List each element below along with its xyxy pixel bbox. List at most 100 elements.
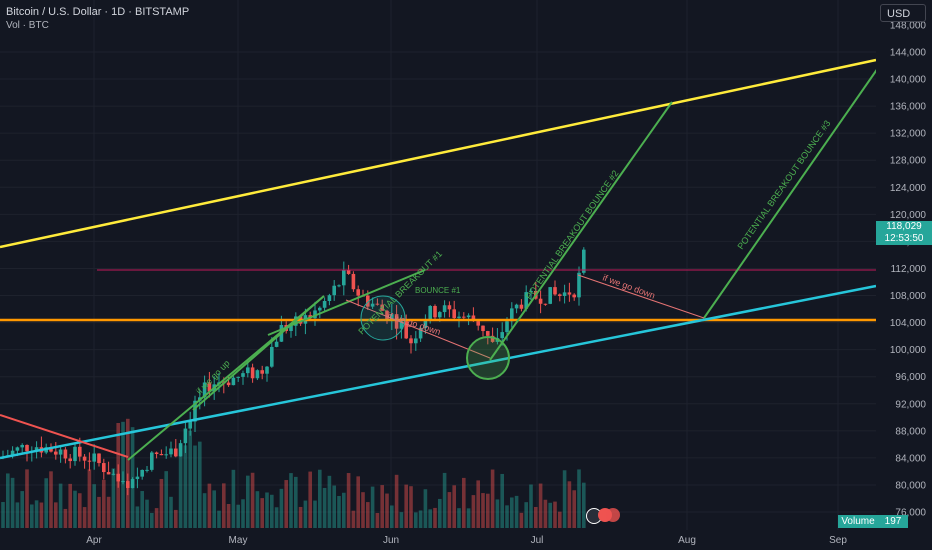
candle-body <box>409 338 413 344</box>
volume-bar <box>543 499 548 528</box>
time-axis: Apr May Jun Jul Aug Sep <box>0 530 876 550</box>
bounce-circle-2 <box>466 336 510 380</box>
x-tick-label: Jun <box>383 535 399 546</box>
volume-bar <box>428 509 432 528</box>
candle-body <box>510 308 514 322</box>
green-breakout-2-line <box>489 101 673 361</box>
volume-bar <box>534 506 538 528</box>
candle-body <box>471 315 476 322</box>
volume-bar <box>255 491 260 528</box>
x-tick-label: Apr <box>86 535 102 546</box>
candle-body <box>49 447 53 452</box>
candle-body <box>68 458 72 462</box>
price-axis: 144,000 140,000 136,000 132,000 128,000 124,0… <box>876 0 932 550</box>
candle-body <box>318 307 322 311</box>
candle-body <box>121 481 125 483</box>
candle-body <box>193 400 197 422</box>
volume-bar <box>68 483 72 528</box>
y-tick-label: 128,000 <box>890 156 927 167</box>
candle-body <box>490 335 495 342</box>
x-tick-label: May <box>229 535 248 546</box>
volume-bar <box>538 483 543 528</box>
candle-body <box>356 289 360 296</box>
candle-body <box>73 446 77 462</box>
candle-body <box>126 481 130 488</box>
volume-bar <box>457 508 461 528</box>
volume-bar <box>361 492 365 528</box>
volume-bar <box>246 475 250 528</box>
volume-bar <box>390 505 394 528</box>
volume-bar <box>30 504 34 528</box>
candle-body <box>140 469 144 477</box>
candle-body <box>20 444 24 448</box>
candle-body <box>414 338 418 344</box>
volume-bar <box>500 473 504 528</box>
volume-bar <box>284 480 288 528</box>
volume-bars <box>1 418 586 528</box>
candle-body <box>327 295 332 301</box>
volume-bar <box>217 510 221 528</box>
volume-bar <box>54 502 58 528</box>
volume-bar <box>308 471 312 528</box>
volume-bar <box>462 477 466 528</box>
volume-bar <box>476 480 480 528</box>
volume-bar <box>15 502 20 528</box>
volume-bar <box>399 512 404 528</box>
candle-body <box>150 452 154 470</box>
candle-body <box>246 367 250 374</box>
candle-body <box>351 273 356 290</box>
volume-bar <box>39 502 44 528</box>
last-price-tag: 118,029 12:53:50 <box>876 221 932 245</box>
volume-bar <box>414 512 418 528</box>
volume-bar <box>327 475 332 528</box>
y-tick-label: 140,000 <box>890 75 927 86</box>
candle-body <box>337 285 341 287</box>
volume-bar <box>270 494 274 528</box>
volume-bar <box>202 493 207 528</box>
candle-body <box>380 304 384 311</box>
volume-bar <box>92 484 96 528</box>
volume-bar <box>303 500 308 528</box>
candle-body <box>500 332 504 339</box>
volume-bar <box>212 490 216 528</box>
candle-body <box>548 287 552 304</box>
volume-bar <box>337 496 341 528</box>
currency-button[interactable]: USD <box>880 4 926 22</box>
volume-label-tag: Volume <box>838 515 878 528</box>
volume-bar <box>145 499 149 528</box>
candle-body <box>145 469 149 471</box>
volume-bar <box>481 493 485 528</box>
volume-bar <box>102 479 106 528</box>
volume-bar <box>375 512 380 528</box>
volume-bar <box>524 502 528 528</box>
volume-bar <box>164 471 168 528</box>
candle-body <box>92 453 96 462</box>
volume-bar <box>370 486 375 528</box>
candle-body <box>481 325 485 332</box>
y-tick-label: 76,000 <box>895 508 926 519</box>
candle-body <box>250 367 255 379</box>
volume-bar <box>495 499 500 528</box>
volume-bar <box>10 477 15 528</box>
volume-bar <box>423 489 428 528</box>
us-flag-event-icon-2[interactable] <box>606 508 620 522</box>
volume-bar <box>178 444 183 528</box>
y-tick-label: 108,000 <box>890 291 927 302</box>
last-price-value: 118,029 <box>886 221 922 232</box>
candle-body <box>428 305 432 320</box>
candle-body <box>164 454 168 456</box>
candle-body <box>102 463 106 473</box>
volume-bar <box>169 496 173 528</box>
volume-bar <box>404 484 408 528</box>
volume-bar <box>20 491 24 528</box>
volume-bar <box>510 497 514 528</box>
cyan-trendline <box>0 284 877 460</box>
candle-body <box>255 370 260 379</box>
volume-legend: Vol · BTC <box>6 20 49 31</box>
candle-body <box>404 321 408 339</box>
volume-bar <box>394 474 399 528</box>
volume-bar <box>505 505 509 528</box>
volume-bar <box>226 503 231 528</box>
volume-bar <box>58 483 63 528</box>
